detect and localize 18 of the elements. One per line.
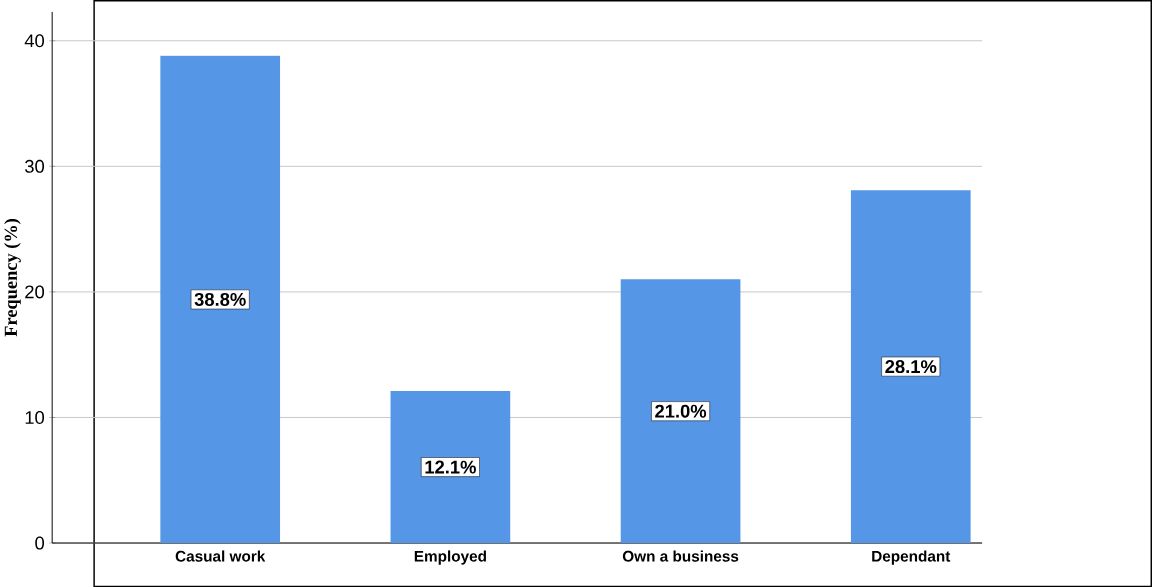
x-tick-label: Dependant xyxy=(872,550,951,565)
x-tick-label: Casual work xyxy=(175,550,266,562)
data-label: 12.1% xyxy=(425,460,476,474)
x-tick-label: Employed xyxy=(414,550,486,565)
x-tick-label: Own a business xyxy=(622,550,739,562)
bar xyxy=(850,190,971,543)
data-label: 21.0% xyxy=(655,404,707,418)
bar xyxy=(620,279,741,543)
y-axis-title: Frequency (%) xyxy=(4,218,21,337)
y-tick-label: 20 xyxy=(25,285,45,299)
y-tick-label: 40 xyxy=(24,34,45,48)
bar xyxy=(160,55,281,543)
y-tick-label: 30 xyxy=(25,159,45,173)
y-tick-label: 10 xyxy=(25,410,45,424)
data-label: 28.1% xyxy=(885,360,937,374)
bar xyxy=(390,391,511,543)
data-label: 38.8% xyxy=(194,292,246,306)
y-tick-label: 0 xyxy=(35,536,45,550)
